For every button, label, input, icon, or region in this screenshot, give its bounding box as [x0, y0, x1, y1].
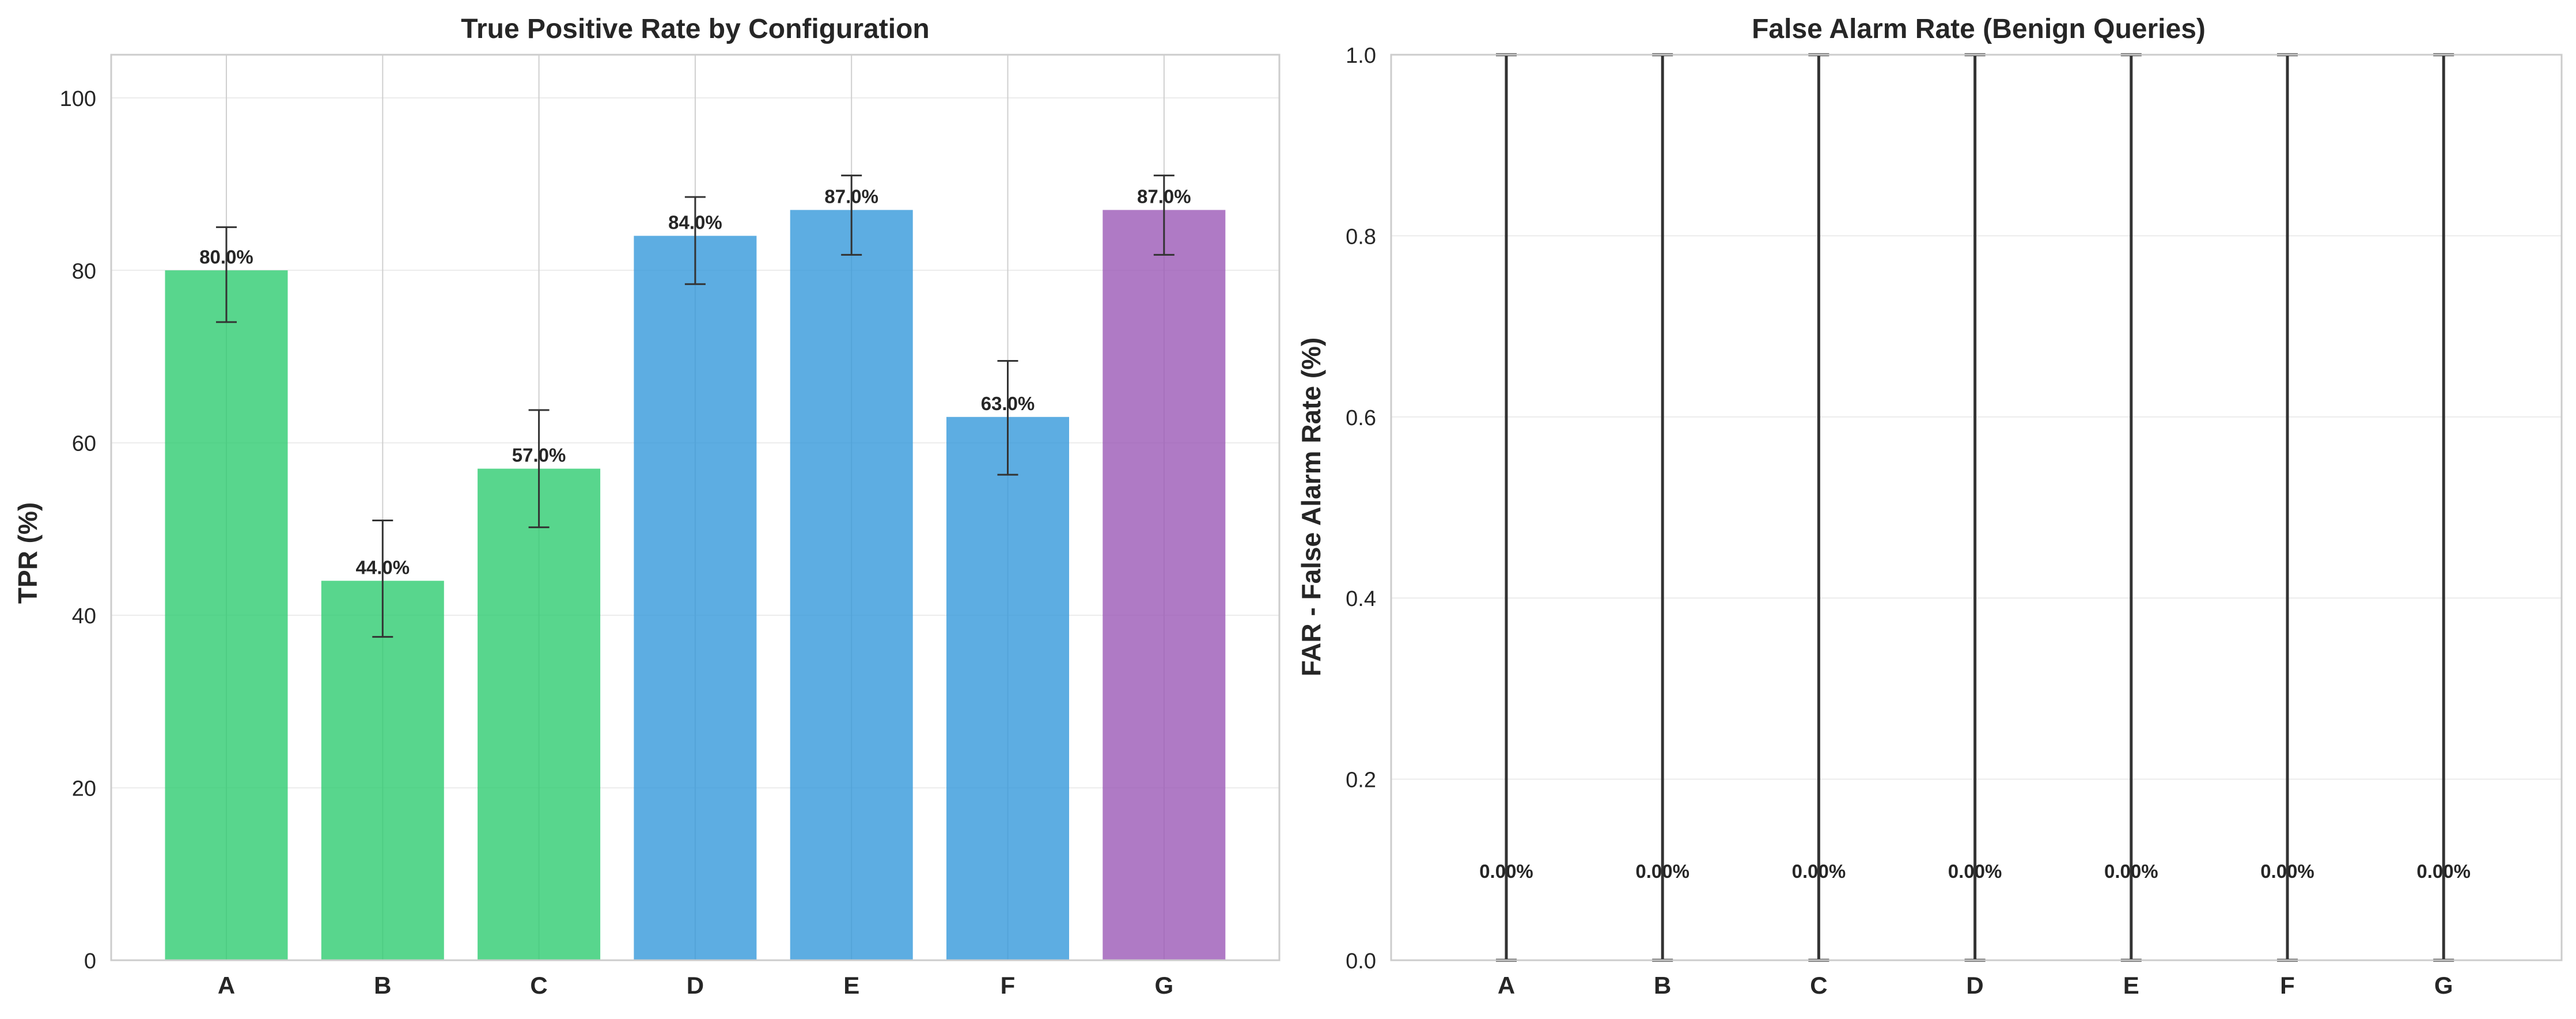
tpr-value-labels: 80.0% 44.0% 57.0% 84.0% 87.0% 63.0% 87.0% [199, 185, 1191, 578]
far-chart-title: False Alarm Rate (Benign Queries) [1752, 14, 2206, 44]
tpr-error-bar-E [841, 175, 862, 256]
far-value-label-C: 0.00% [1792, 861, 1846, 882]
tpr-x-tick-label-E: E [843, 972, 859, 999]
far-value-label-A: 0.00% [1479, 861, 1533, 882]
tpr-bar-C [478, 468, 601, 960]
tpr-plot-frame [110, 54, 1281, 961]
far-x-tick-label-G: G [2434, 972, 2453, 999]
tpr-x-tick-label-B: B [374, 972, 391, 999]
far-y-tick-label: 1.0 [1346, 44, 1376, 68]
far-y-tick-label: 0.6 [1346, 406, 1376, 430]
tpr-y-tick-label: 60 [72, 432, 96, 456]
tpr-chart-panel: True Positive Rate by Configuration TPR … [13, 14, 1281, 999]
far-value-label-D: 0.00% [1948, 861, 2002, 882]
tpr-x-tick-label-F: F [1001, 972, 1016, 999]
tpr-y-tick-label: 100 [60, 87, 96, 111]
far-x-tick-labels: A B C D E F G [1498, 972, 2453, 999]
tpr-value-label-F: 63.0% [981, 393, 1035, 414]
tpr-x-tick-labels: A B C D E F G [218, 972, 1173, 999]
tpr-error-bar-F [997, 359, 1018, 476]
tpr-y-tick-label: 80 [72, 259, 96, 283]
far-chart-panel: False Alarm Rate (Benign Queries) FAR - … [1296, 14, 2563, 999]
tpr-bar-G [1103, 210, 1226, 960]
tpr-value-label-C: 57.0% [512, 445, 566, 466]
far-value-label-F: 0.00% [2260, 861, 2314, 882]
tpr-value-label-D: 84.0% [668, 211, 722, 233]
far-x-tick-label-C: C [1810, 972, 1827, 999]
tpr-value-label-G: 87.0% [1137, 185, 1191, 207]
far-x-tick-label-F: F [2280, 972, 2295, 999]
far-x-tick-label-B: B [1654, 972, 1671, 999]
far-y-axis-label: FAR - False Alarm Rate (%) [1296, 338, 1326, 677]
tpr-value-label-B: 44.0% [356, 556, 410, 578]
tpr-error-bar-G [1153, 175, 1175, 256]
far-x-tick-label-E: E [2123, 972, 2139, 999]
tpr-error-bar-B [372, 519, 393, 638]
tpr-chart-title: True Positive Rate by Configuration [461, 14, 929, 44]
far-y-tick-label: 0.4 [1346, 587, 1376, 611]
tpr-error-bar-D [684, 196, 706, 285]
far-value-label-G: 0.00% [2416, 861, 2471, 882]
far-value-label-E: 0.00% [2104, 861, 2158, 882]
tpr-bar-B [321, 581, 444, 960]
tpr-bar-A [165, 270, 288, 961]
tpr-value-label-A: 80.0% [199, 246, 253, 267]
tpr-error-bar-C [528, 409, 550, 528]
tpr-y-tick-label: 0 [84, 949, 96, 973]
far-value-label-B: 0.00% [1635, 861, 1689, 882]
far-y-tick-label: 0.0 [1346, 949, 1376, 973]
tpr-bar-E [790, 210, 913, 960]
tpr-x-tick-label-C: C [530, 972, 547, 999]
far-y-tick-labels: 0.0 0.2 0.4 0.6 0.8 1.0 [1346, 44, 1376, 973]
tpr-bar-F [946, 416, 1069, 960]
far-x-tick-label-A: A [1498, 972, 1515, 999]
far-y-tick-label: 0.2 [1346, 768, 1376, 793]
tpr-x-tick-label-D: D [687, 972, 704, 999]
tpr-error-bar-A [216, 226, 237, 323]
tpr-value-label-E: 87.0% [824, 185, 878, 207]
tpr-x-tick-label-G: G [1154, 972, 1173, 999]
far-error-bars [1496, 53, 2454, 962]
tpr-y-tick-labels: 0 20 40 60 80 100 [60, 87, 96, 973]
tpr-y-axis-label: TPR (%) [13, 502, 43, 604]
far-y-tick-label: 0.8 [1346, 225, 1376, 249]
tpr-bar-D [634, 236, 757, 960]
tpr-bars [165, 210, 1226, 961]
tpr-error-bars [216, 175, 1175, 638]
far-x-tick-label-D: D [1966, 972, 1983, 999]
tpr-y-tick-label: 40 [72, 604, 96, 628]
far-plot-frame [1390, 54, 2563, 961]
far-value-labels: 0.00% 0.00% 0.00% 0.00% 0.00% 0.00% 0.00% [1479, 861, 2471, 882]
tpr-x-tick-label-A: A [218, 972, 235, 999]
tpr-y-tick-label: 20 [72, 777, 96, 801]
